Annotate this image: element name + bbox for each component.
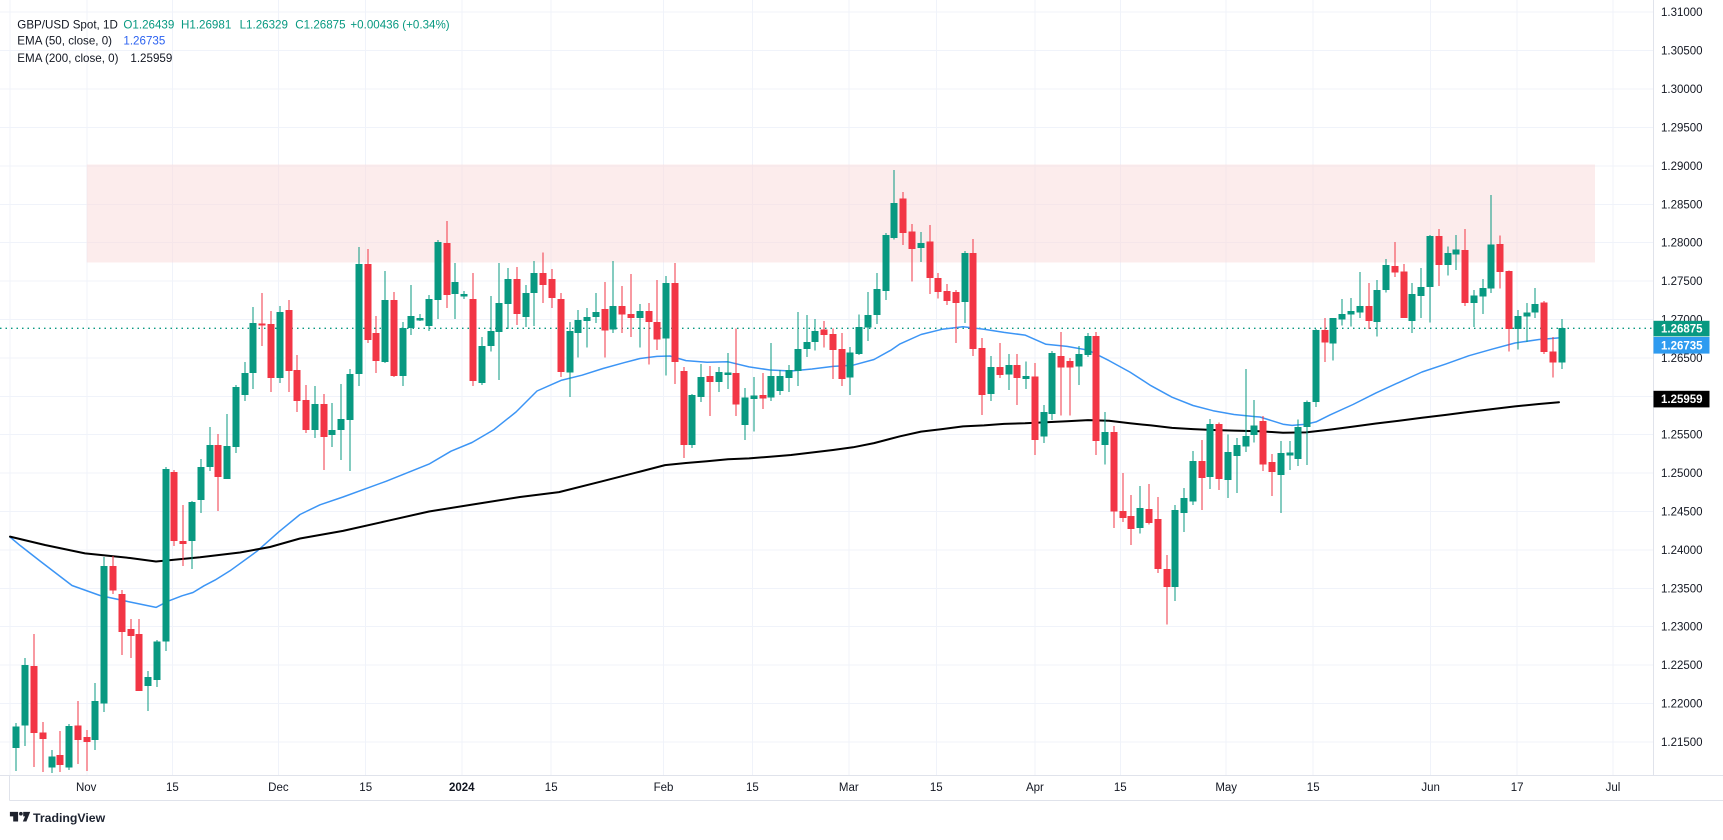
svg-text:EMA (200, close, 0): EMA (200, close, 0): [17, 52, 118, 65]
svg-text:1.24000: 1.24000: [1661, 545, 1703, 557]
svg-text:1.29000: 1.29000: [1661, 161, 1703, 173]
svg-text:1.25000: 1.25000: [1661, 468, 1703, 480]
svg-text:1.26500: 1.26500: [1661, 353, 1703, 365]
svg-text:Jun: Jun: [1421, 782, 1440, 794]
svg-text:Dec: Dec: [268, 782, 289, 794]
svg-text:15: 15: [746, 782, 759, 794]
svg-text:1.22500: 1.22500: [1661, 660, 1703, 672]
svg-text:1.23500: 1.23500: [1661, 583, 1703, 595]
svg-text:1.21500: 1.21500: [1661, 737, 1703, 749]
svg-text:1.27500: 1.27500: [1661, 276, 1703, 288]
svg-text:1.23000: 1.23000: [1661, 622, 1703, 634]
svg-text:1.30000: 1.30000: [1661, 84, 1703, 96]
svg-text:EMA (50, close, 0): EMA (50, close, 0): [17, 35, 112, 48]
svg-text:1.30500: 1.30500: [1661, 46, 1703, 58]
svg-text:15: 15: [545, 782, 558, 794]
svg-text:Jul: Jul: [1606, 782, 1621, 794]
svg-text:1.25500: 1.25500: [1661, 430, 1703, 442]
svg-text:15: 15: [359, 782, 372, 794]
svg-text:L1.26329: L1.26329: [240, 19, 288, 32]
svg-text:C1.26875: C1.26875: [295, 19, 345, 32]
svg-text:1.22000: 1.22000: [1661, 699, 1703, 711]
svg-text:1.26735: 1.26735: [1661, 340, 1703, 352]
svg-text:Apr: Apr: [1026, 782, 1044, 794]
svg-text:Mar: Mar: [839, 782, 859, 794]
svg-text:15: 15: [1307, 782, 1320, 794]
svg-text:Nov: Nov: [76, 782, 97, 794]
svg-text:+0.00436 (+0.34%): +0.00436 (+0.34%): [350, 19, 449, 32]
svg-text:1.26875: 1.26875: [1661, 324, 1703, 336]
svg-text:TradingView: TradingView: [33, 811, 106, 825]
svg-text:May: May: [1215, 782, 1237, 794]
svg-text:1.26735: 1.26735: [123, 35, 165, 48]
svg-text:1.29500: 1.29500: [1661, 123, 1703, 135]
svg-text:GBP/USD Spot, 1D: GBP/USD Spot, 1D: [17, 19, 118, 32]
svg-text:O1.26439: O1.26439: [123, 19, 174, 32]
svg-text:15: 15: [930, 782, 943, 794]
svg-text:15: 15: [1114, 782, 1127, 794]
svg-text:1.25959: 1.25959: [1661, 394, 1703, 406]
svg-text:1.28000: 1.28000: [1661, 238, 1703, 250]
svg-text:1.31000: 1.31000: [1661, 7, 1703, 19]
svg-text:15: 15: [166, 782, 179, 794]
svg-text:1.24500: 1.24500: [1661, 507, 1703, 519]
svg-text:Feb: Feb: [654, 782, 674, 794]
svg-text:17: 17: [1511, 782, 1524, 794]
svg-text:1.28500: 1.28500: [1661, 199, 1703, 211]
svg-text:H1.26981: H1.26981: [181, 19, 231, 32]
svg-text:1.25959: 1.25959: [130, 52, 172, 65]
svg-text:2024: 2024: [449, 782, 475, 794]
